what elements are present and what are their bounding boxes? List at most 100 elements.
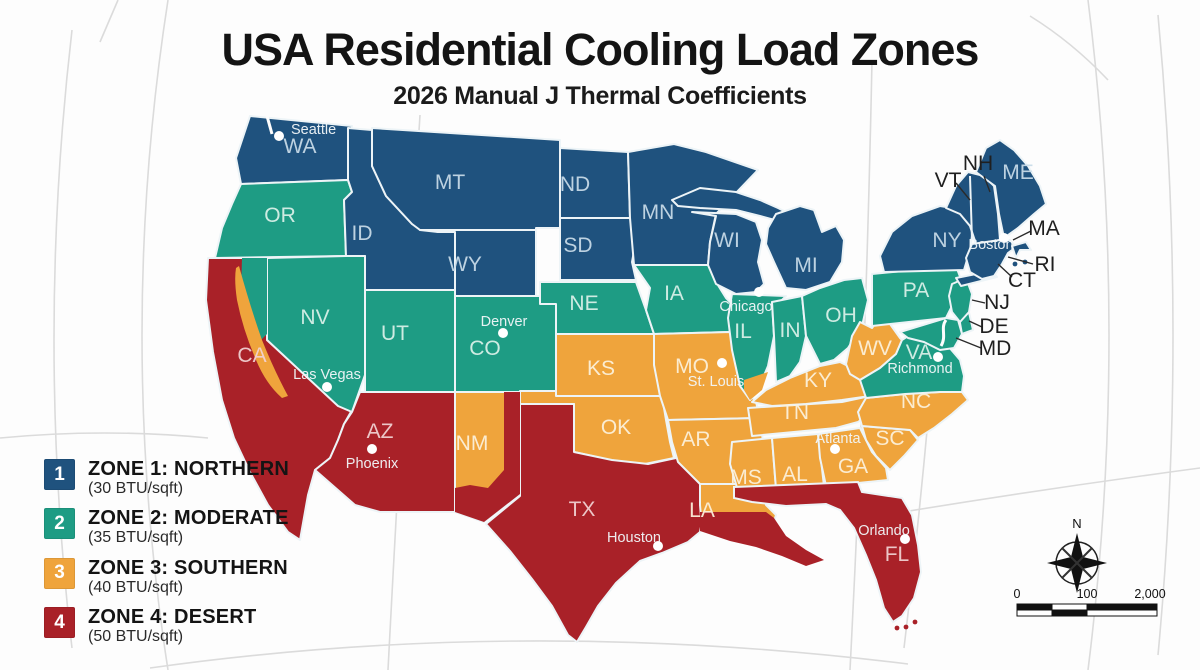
legend-swatch-zone-1: 1 <box>44 459 75 490</box>
city-dot-st--louis <box>717 358 727 368</box>
callout-label-MD: MD <box>979 337 1012 360</box>
florida-keys-icon <box>912 619 918 625</box>
city-label-phoenix: Phoenix <box>346 456 399 472</box>
state-label-ID: ID <box>352 222 373 245</box>
scale-bar: 0 100 2,000 <box>1014 587 1166 617</box>
callout-label-CT: CT <box>1008 269 1036 292</box>
legend-swatch-zone-4: 4 <box>44 607 75 639</box>
state-label-NC: NC <box>901 390 931 413</box>
city-layer: Seattle Denver Las Vegas Phoenix Chicago St. … <box>274 122 1014 551</box>
city-dot-atlanta <box>830 444 840 454</box>
scale-label-100: 100 <box>1077 587 1098 601</box>
state-label-IA: IA <box>664 282 684 305</box>
state-label-MI: MI <box>794 254 817 277</box>
legend-item-zone-2: 2 ZONE 2: MODERATE (35 BTU/sqft) <box>44 508 289 547</box>
state-label-AR: AR <box>681 428 710 451</box>
city-dot-boston <box>999 233 1009 243</box>
leader-line-CT <box>997 263 1013 278</box>
state-TX <box>485 403 709 643</box>
zone-patches <box>235 258 1028 631</box>
leader-line-MA <box>1012 230 1032 241</box>
florida-keys-icon <box>894 625 900 631</box>
state-label-VA: VA <box>906 341 932 364</box>
city-label-orlando: Orlando <box>858 523 910 539</box>
leader-line-VT <box>955 182 971 201</box>
leader-line-MD <box>955 337 982 349</box>
legend-swatch-zone-2: 2 <box>44 508 75 540</box>
state-cape-cod <box>1011 241 1032 259</box>
state-label-MS: MS <box>730 466 762 489</box>
state-label-MN: MN <box>642 201 675 224</box>
city-label-richmond: Richmond <box>887 361 952 377</box>
state-label-WY: WY <box>448 253 482 276</box>
city-label-houston: Houston <box>607 530 661 546</box>
city-label-atlanta: Atlanta <box>815 431 861 447</box>
legend-zone-detail: (35 BTU/sqft) <box>88 529 184 547</box>
compass-rose: N <box>1047 516 1107 593</box>
leader-line-NJ <box>971 299 986 304</box>
state-UT <box>364 289 456 393</box>
state-label-MT: MT <box>435 171 465 194</box>
legend-swatch-zone-3: 3 <box>44 557 75 589</box>
state-label-KS: KS <box>587 357 615 380</box>
state-label-UT: UT <box>381 322 409 345</box>
callout-label-VT: VT <box>935 169 962 192</box>
city-label-las-vegas: Las Vegas <box>293 367 361 383</box>
state-label-OH: OH <box>825 304 857 327</box>
state-label-WA: WA <box>283 135 316 158</box>
state-label-NM: NM <box>456 432 489 455</box>
city-dot-seattle <box>274 131 284 141</box>
legend-zone-name: ZONE 3: SOUTHERN <box>88 556 288 579</box>
legend-zone-detail: (30 BTU/sqft) <box>88 480 184 497</box>
state-ME <box>975 139 1047 239</box>
state-label-layer: WA OR CA NV ID MT WY UT CO AZ NM ND SD NE KS OK TX MN IA MO… <box>237 135 1033 566</box>
legend-text-zone-2: ZONE 2: MODERATE (35 BTU/sqft) <box>88 508 289 547</box>
legend-zone-detail: (50 BTU/sqft) <box>88 628 184 646</box>
scale-label-2000: 2,000 <box>1134 587 1165 601</box>
state-CA-valley-patch <box>235 266 288 398</box>
city-dot-phoenix <box>367 444 377 454</box>
state-NM-red-patch <box>455 392 520 522</box>
scale-label-0: 0 <box>1014 587 1021 601</box>
state-label-NV: NV <box>300 306 329 329</box>
city-dot-orlando <box>900 534 910 544</box>
state-label-LA: LA <box>689 499 715 522</box>
legend-item-zone-3: 3 ZONE 3: SOUTHERN (40 BTU/sqft) <box>44 557 289 597</box>
state-label-KY: KY <box>804 369 832 392</box>
city-label-chicago: Chicago <box>719 299 772 315</box>
compass-north-label: N <box>1072 516 1081 531</box>
city-label-denver: Denver <box>481 314 528 330</box>
legend-zone-detail: (40 BTU/sqft) <box>88 578 184 596</box>
state-MI <box>765 205 845 291</box>
state-label-AL: AL <box>782 463 808 486</box>
state-label-OK: OK <box>601 416 631 439</box>
state-label-CO: CO <box>469 337 501 360</box>
state-label-NY: NY <box>932 229 961 252</box>
state-FL <box>733 480 923 624</box>
callout-label-NH: NH <box>963 152 993 175</box>
state-label-ND: ND <box>560 173 590 196</box>
state-label-OR: OR <box>264 204 296 227</box>
state-LA-coast-patch <box>700 512 824 566</box>
state-label-ME: ME <box>1002 161 1034 184</box>
state-label-CA: CA <box>237 344 266 367</box>
legend-zone-name: ZONE 2: MODERATE <box>88 507 289 530</box>
state-label-SD: SD <box>563 234 592 257</box>
callout-label-RI: RI <box>1035 253 1056 276</box>
state-label-TN: TN <box>781 401 809 424</box>
city-dot-las-vegas <box>322 382 332 392</box>
leader-line-RI <box>1007 256 1034 265</box>
state-IL-south-patch <box>744 372 768 400</box>
florida-keys-icon <box>903 624 909 630</box>
callout-label-MA: MA <box>1028 217 1060 240</box>
nantucket-island-icon <box>1012 261 1018 267</box>
state-label-MO: MO <box>675 355 709 378</box>
state-label-PA: PA <box>903 279 929 302</box>
state-MD <box>899 317 963 351</box>
leader-line-NH <box>983 175 991 193</box>
city-dot-houston <box>653 541 663 551</box>
legend-text-zone-3: ZONE 3: SOUTHERN (40 BTU/sqft) <box>88 558 288 597</box>
